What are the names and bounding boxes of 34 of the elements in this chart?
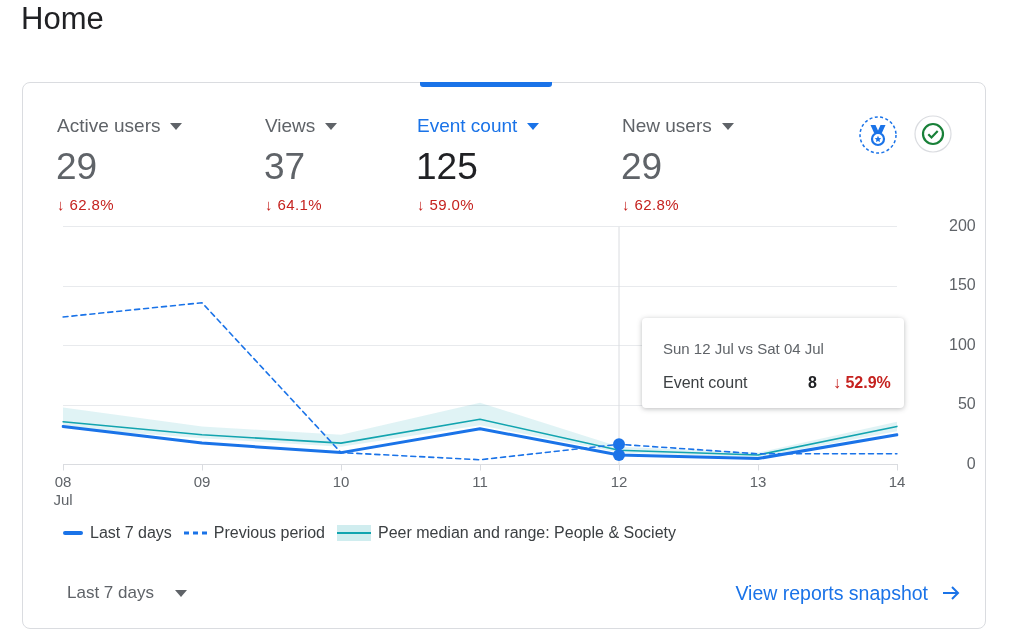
text: 29 <box>56 146 98 188</box>
legend-label: Previous period <box>213 524 325 542</box>
legend-label: Peer median and range: People & Society <box>378 524 676 542</box>
text: Event count <box>417 115 518 137</box>
y-tick-label: 50 <box>957 395 976 413</box>
chart-title: Home <box>21 1 104 37</box>
x-tick-label: 10 <box>332 473 350 491</box>
x-tick-label: 12 <box>610 473 628 491</box>
text: 29 <box>621 146 663 188</box>
y-tick-label: 0 <box>966 454 976 472</box>
x-tick-label: 08 Jul <box>53 473 73 508</box>
annotation: 8 <box>808 373 817 393</box>
annotation: Event count <box>663 373 748 393</box>
text: ↓ 62.8% <box>57 196 114 214</box>
text: Active users <box>57 115 161 137</box>
text: Views <box>265 115 316 137</box>
legend-label: Last 7 days <box>90 524 172 542</box>
y-tick-label: 200 <box>948 217 976 235</box>
text: New users <box>622 115 712 137</box>
x-tick-label: 09 <box>193 473 211 491</box>
text: 37 <box>264 146 306 188</box>
x-tick-label: 11 <box>472 473 488 491</box>
text: 125 <box>416 146 478 188</box>
text: ↓ 59.0% <box>417 196 474 214</box>
x-tick-label: 14 <box>888 473 906 491</box>
y-tick-label: 100 <box>948 335 976 353</box>
x-tick-label: 13 <box>749 473 767 491</box>
annotation: ↓ 52.9% <box>833 373 891 393</box>
annotation: Sun 12 Jul vs Sat 04 Jul <box>663 340 824 358</box>
text: ↓ 64.1% <box>265 196 322 214</box>
text: Last 7 days <box>67 583 154 603</box>
text: ↓ 62.8% <box>622 196 679 214</box>
y-tick-label: 150 <box>948 276 976 294</box>
text: View reports snapshot <box>735 582 928 604</box>
